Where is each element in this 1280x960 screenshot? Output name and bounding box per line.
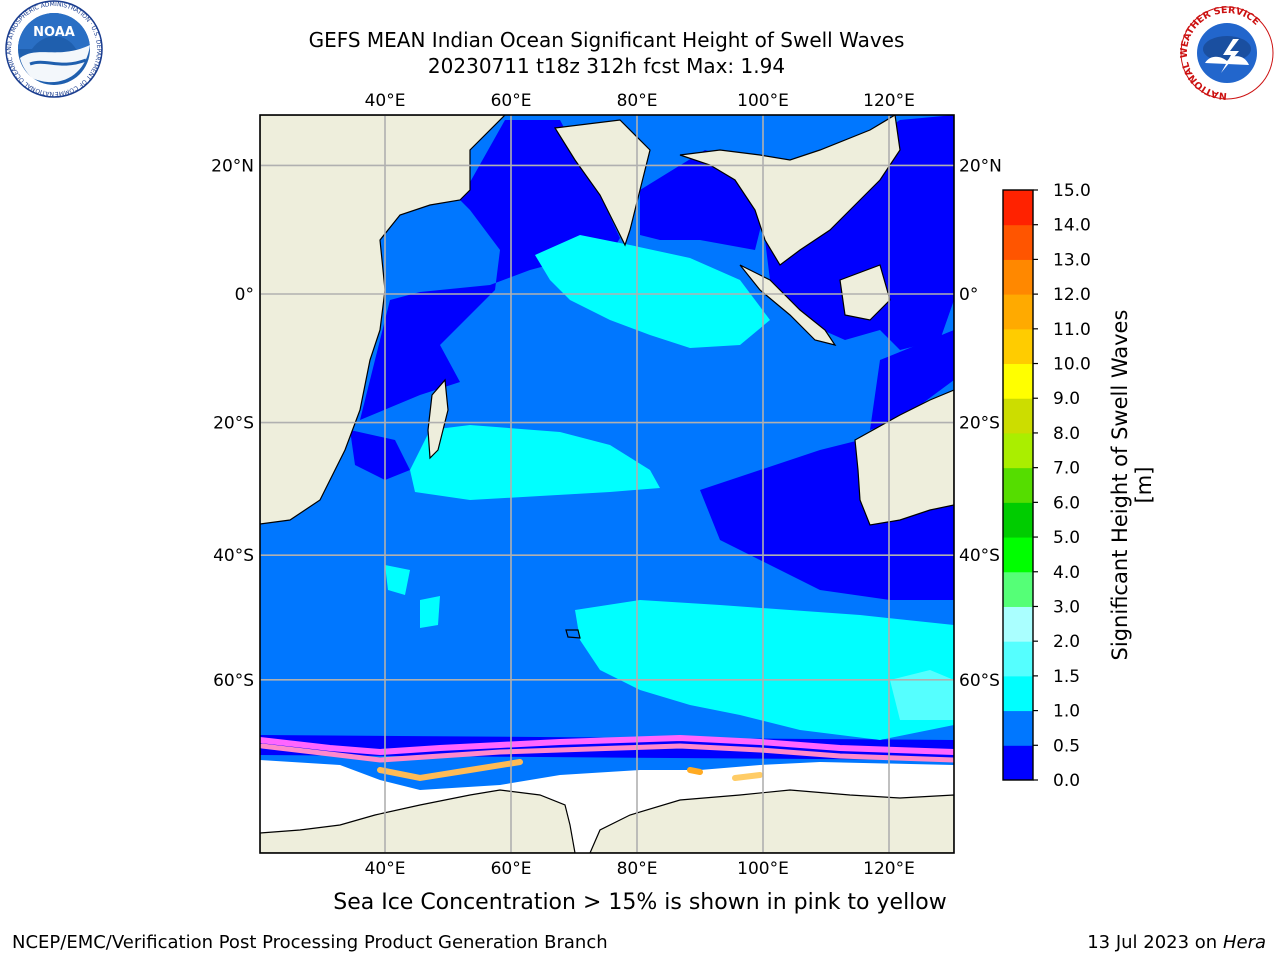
lon-tick-top: 100°E [737,91,789,111]
lat-tick-right: 40°S [959,546,1000,566]
colorbar-segment [1003,259,1033,295]
lat-tick-right: 0° [959,285,978,305]
colorbar-tick-label: 8.0 [1053,424,1080,444]
lon-tick-top: 40°E [365,91,406,111]
lat-tick-left: 20°N [211,156,254,176]
lat-tick-left: 60°S [213,671,254,691]
colorbar-tick-label: 2.0 [1053,632,1080,652]
lat-tick-right: 20°S [959,414,1000,434]
colorbar-segment [1003,224,1033,260]
colorbar-segment [1003,710,1033,746]
colorbar-segment [1003,294,1033,330]
footer-host: Hera [1222,932,1266,953]
colorbar-segment [1003,606,1033,642]
swell-band-cyan-2 [575,600,954,740]
lon-tick-bottom: 120°E [863,859,915,879]
land-antarctica-west [260,789,576,853]
land-antarctica-east [589,789,954,853]
chart-title: GEFS MEAN Indian Ocean Significant Heigh… [308,28,905,52]
colorbar-tick-label: 4.0 [1053,563,1080,583]
lat-tick-left: 0° [235,285,254,305]
colorbar-tick-label: 14.0 [1053,216,1091,236]
land-se-asia [679,115,901,266]
colorbar-tick-label: 6.0 [1053,493,1080,513]
colorbar-frame [1002,189,1034,781]
land-india [553,119,651,247]
footer-date-text: 13 Jul 2023 on [1087,932,1223,953]
lat-tick-right: 60°S [959,671,1000,691]
colorbar-segment [1003,745,1033,781]
chart-subtitle: 20230711 t18z 312h fcst Max: 1.94 [427,54,786,78]
colorbar-segment [1003,190,1033,226]
land-borneo [839,264,891,321]
swell-band-cyan-4 [420,596,440,628]
colorbar-segment [1003,328,1033,365]
nws-logo: NATIONAL WEATHER SERVICE [1175,5,1280,101]
colorbar-tick-label: 15.0 [1053,181,1091,201]
colorbar-segment [1003,641,1033,677]
land-kerguelen [565,629,581,639]
svg-text:NOAA: NOAA [33,25,75,40]
colorbar-segment [1003,675,1033,712]
colorbar-segment [1003,467,1033,503]
map-plot-area [260,115,954,853]
footer-date: 13 Jul 2023 on Hera [1087,932,1266,953]
colorbar: 0.0 0.5 1.0 1.5 2.0 3.0 4.0 5.0 6.0 7.0 8.0 9.0 10.0… [1002,181,1091,791]
colorbar-tick-label: 1.5 [1053,667,1080,687]
swell-band-cyan-1 [410,425,660,500]
colorbar-tick-label: 0.0 [1053,771,1080,791]
lat-tick-left: 20°S [213,414,254,434]
swell-band-lightcyan-0 [890,670,954,720]
lon-tick-bottom: 40°E [365,859,406,879]
colorbar-tick-label: 1.0 [1053,702,1080,722]
sea-ice-caption: Sea Ice Concentration > 15% is shown in … [333,890,947,915]
lat-tick-right: 20°N [959,156,1002,176]
colorbar-label: Significant Height of Swell Waves [m] [1108,309,1156,661]
colorbar-segment [1003,537,1033,573]
footer-credit: NCEP/EMC/Verification Post Processing Pr… [12,932,608,953]
lat-tick-left: 40°S [213,546,254,566]
sea-ice-fringe-1 [260,743,954,763]
colorbar-segment [1003,398,1033,434]
colorbar-tick-label: 3.0 [1053,597,1080,617]
sea-ice-fringe-4 [732,772,763,781]
lon-tick-top: 120°E [863,91,915,111]
swell-band-dark-0 [360,120,620,420]
lon-tick-bottom: 80°E [617,859,658,879]
colorbar-segment [1003,502,1033,538]
colorbar-tick-label: 12.0 [1053,285,1091,305]
lon-tick-bottom: 100°E [737,859,789,879]
sea-ice-fringe-2 [377,759,523,782]
lon-tick-top: 60°E [491,91,532,111]
swell-band-dark-5 [350,430,410,480]
colorbar-tick-label: 5.0 [1053,528,1080,548]
colorbar-segment [1003,363,1033,399]
colorbar-tick-label: 13.0 [1053,250,1091,270]
map-tick-labels: 40°E 40°E 60°E 60°E 80°E 80°E 100°E 100°E 120°E 1… [211,91,1002,879]
swell-band-cyan-3 [385,565,410,595]
map-frame [259,114,955,854]
land-australia [854,389,954,526]
colorbar-segment [1003,432,1033,469]
lon-tick-top: 80°E [617,91,658,111]
map-gridlines [260,115,954,853]
colorbar-tick-label: 9.0 [1053,389,1080,409]
lon-tick-bottom: 60°E [491,859,532,879]
swell-band-cyan-0 [535,235,770,348]
colorbar-tick-label: 11.0 [1053,320,1091,340]
swell-band-dark-3 [870,330,954,430]
colorbar-tick-label: 7.0 [1053,459,1080,479]
sea-ice-fringe-3 [687,767,703,775]
land-madagascar [427,378,449,460]
colorbar-segment [1003,571,1033,607]
colorbar-tick-label: 0.5 [1053,736,1080,756]
sea-ice-fringe-0 [260,734,954,756]
colorbar-tick-label: 10.0 [1053,355,1091,375]
noaa-logo: NATIONAL OCEANIC AND ATMOSPHERIC ADMINIS… [0,0,110,100]
colorbar-label-wrap: Significant Height of Swell Waves [m] [1102,300,1162,670]
